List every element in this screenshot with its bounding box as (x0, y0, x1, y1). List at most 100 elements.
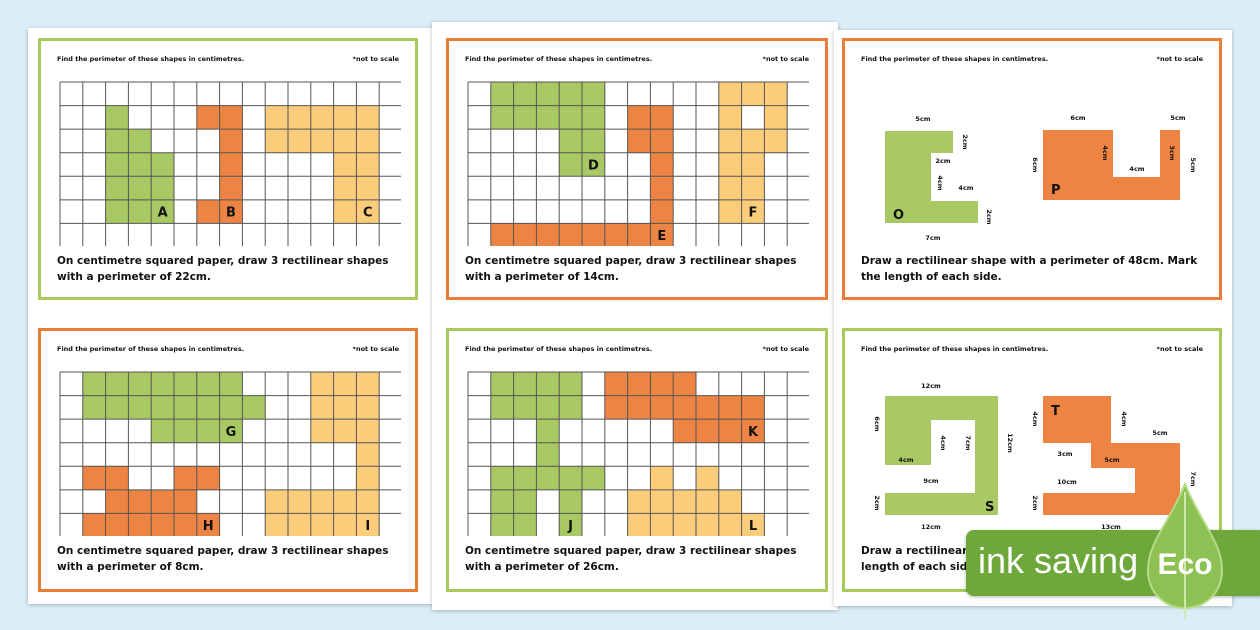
shape-label: J (567, 519, 573, 534)
side-length-label: 3cm (1168, 145, 1176, 160)
shape-I: I (265, 372, 380, 536)
shape-label: G (226, 425, 237, 440)
shape-label: A (158, 206, 168, 221)
card-task-text: Draw a rectilinear length of each side. (861, 545, 979, 573)
shape-label: P (1051, 183, 1061, 198)
shape-cells (265, 513, 380, 536)
side-length-label: 12cm (921, 523, 941, 531)
shape-cells (219, 152, 243, 177)
shape-polygon (885, 396, 998, 515)
side-length-label: 6cm (1031, 157, 1039, 172)
shape-label: C (363, 206, 373, 221)
shape-polygon (885, 131, 978, 223)
shape-cells (265, 489, 380, 514)
side-length-label: 4cm (898, 456, 913, 464)
shape-L: L (627, 466, 765, 536)
side-length-label: 13cm (1101, 523, 1121, 531)
shape-cells (536, 442, 560, 467)
card-instruction: Find the perimeter of these shapes in ce… (465, 55, 653, 63)
card-task-text: On centimetre squared paper, draw 3 rect… (57, 545, 389, 573)
side-length-label: 5cm (1189, 157, 1197, 172)
shape-D: D (490, 82, 605, 177)
shape-cells (718, 82, 788, 106)
side-length-label: 4cm (958, 184, 973, 192)
shape-polygon (1043, 130, 1180, 200)
card-instruction: Find the perimeter of these shapes in ce… (861, 345, 1049, 353)
shape-K: K (604, 372, 765, 443)
shape-label: H (203, 519, 214, 534)
shape-A: A (105, 105, 174, 224)
ink-saving-text: ink saving (978, 540, 1139, 581)
not-to-scale-note: *not to scale (762, 55, 809, 63)
shape-cells (105, 105, 129, 130)
rectilinear-shapes: O 5cm 2cm 2cm 4cm 4cm 2cm 7cm P 6cm 5cm 6cm 4cm 4cm 3c… (885, 114, 1197, 242)
shape-cells (310, 419, 380, 443)
shape-cells (627, 489, 742, 514)
side-length-label: 5cm (1104, 456, 1119, 464)
card-instruction: Find the perimeter of these shapes in ce… (57, 345, 245, 353)
not-to-scale-note: *not to scale (352, 55, 399, 63)
shape-cells (105, 152, 174, 177)
shape-cells (490, 466, 605, 490)
side-length-label: 3cm (1057, 450, 1072, 458)
shape-cells (82, 372, 243, 396)
side-length-label: 2cm (961, 134, 969, 149)
side-length-label: 5cm (915, 115, 930, 123)
shape-cells (105, 176, 174, 200)
side-length-label: 4cm (1031, 411, 1039, 426)
shape-label: O (893, 208, 904, 223)
shape-T: T 4cm 4cm 5cm 5cm 3cm 10cm 2cm 7cm 13cm (1031, 396, 1197, 531)
shape-cells (718, 105, 742, 130)
shape-cells (559, 489, 582, 514)
task-card-2: Find the perimeter of these shapes in ce… (446, 38, 828, 300)
shape-cells (219, 129, 243, 153)
shape-cells (265, 129, 380, 153)
shape-cells (696, 466, 719, 490)
shape-cells (490, 82, 605, 106)
task-card-1: Find the perimeter of these shapes in ce… (38, 38, 418, 300)
shape-cells (105, 199, 174, 224)
shape-cells (650, 199, 674, 224)
squared-grid: A B C (59, 81, 401, 246)
side-length-label: 5cm (1170, 114, 1185, 122)
side-length-label: 12cm (1006, 433, 1014, 453)
shape-cells (356, 442, 380, 467)
shape-cells (490, 105, 605, 130)
task-card-4: Find the perimeter of these shapes in ce… (38, 328, 418, 592)
side-length-label: 4cm (1129, 165, 1144, 173)
side-length-label: 4cm (936, 175, 944, 190)
side-length-label: 6cm (873, 416, 881, 431)
shape-cells (650, 176, 674, 200)
shape-cells (604, 395, 765, 420)
shape-cells (310, 372, 380, 396)
card-task-text: On centimetre squared paper, draw 3 rect… (465, 255, 797, 283)
shape-cells (650, 152, 674, 177)
shape-cells (559, 513, 582, 536)
shape-S: S 12cm 6cm 4cm 4cm 7cm 12cm 9cm 2cm 12cm (873, 382, 1014, 531)
squared-grid: D E F (467, 81, 809, 246)
side-length-label: 4cm (939, 435, 947, 450)
shape-label: K (748, 425, 759, 440)
shape-cells (219, 176, 243, 200)
side-length-label: 6cm (1070, 114, 1085, 122)
shape-cells (356, 466, 380, 490)
not-to-scale-note: *not to scale (352, 345, 399, 353)
card-instruction: Find the perimeter of these shapes in ce… (465, 345, 653, 353)
rectilinear-shapes: S 12cm 6cm 4cm 4cm 7cm 12cm 9cm 2cm 12cm T 4cm 4cm 5c… (873, 382, 1197, 531)
task-card-3: Find the perimeter of these shapes in ce… (842, 38, 1222, 300)
squared-grid: J K L (467, 371, 809, 536)
task-card-5: Find the perimeter of these shapes in ce… (446, 328, 828, 592)
shape-polygon (1043, 396, 1180, 515)
not-to-scale-note: *not to scale (762, 345, 809, 353)
card-task-text: Draw a rectilinear shape with a perimete… (861, 255, 1198, 283)
shape-J: J (490, 372, 605, 536)
side-length-label: 7cm (1189, 471, 1197, 486)
squared-grid: G H I (59, 371, 401, 536)
shape-label: D (588, 159, 599, 174)
shape-O: O 5cm 2cm 2cm 4cm 4cm 2cm 7cm (885, 115, 993, 242)
shape-cells (265, 105, 380, 130)
shape-label: L (749, 519, 757, 534)
shape-cells (310, 395, 380, 420)
side-length-label: 10cm (1057, 478, 1077, 486)
eco-text: Eco (1157, 548, 1212, 581)
